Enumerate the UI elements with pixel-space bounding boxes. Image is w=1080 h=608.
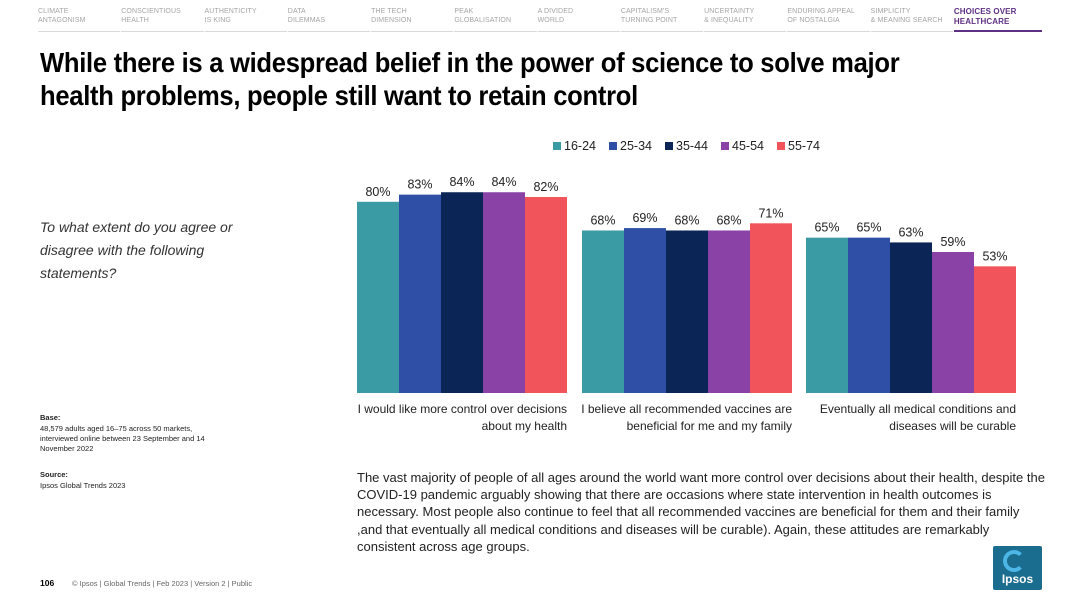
nav-item-label: WORLD — [537, 17, 565, 24]
nav-item-label: HEALTH — [121, 17, 149, 24]
nav-item-label: ENDURING APPEAL — [787, 8, 856, 15]
legend-swatch-55-74 — [777, 142, 785, 150]
bar-3-25-34 — [848, 237, 890, 393]
bar-chart: 16-24 25-34 35-44 45-54 55-74 80% 83% 84% 84% 82%… — [357, 139, 1016, 433]
nav-item-label: & INEQUALITY — [704, 17, 754, 24]
nav-item-label: PEAK — [454, 8, 474, 15]
nav-item-label: TURNING POINT — [620, 17, 678, 24]
nav-item-12[interactable]: CHOICES OVER HEALTHCARE — [953, 6, 1043, 32]
nav-item-label: DIMENSION — [371, 17, 412, 24]
category-label-3: diseases will be curable — [889, 419, 1016, 433]
bar-2-45-54 — [708, 230, 750, 393]
data-label-1-35-44: 84% — [449, 175, 474, 189]
data-label-3-45-54: 59% — [940, 235, 965, 249]
category-label-2: beneficial for me and my family — [627, 419, 792, 433]
source-text: Ipsos Global Trends 2023 — [40, 481, 126, 490]
data-label-2-25-34: 69% — [632, 211, 657, 225]
bar-1-35-44 — [441, 192, 483, 393]
nav-item-label: DILEMMAS — [287, 17, 326, 24]
category-label-3: Eventually all medical conditions and — [820, 402, 1016, 416]
nav-item-4[interactable]: DATA DILEMMAS — [287, 6, 371, 32]
nav-item-6[interactable]: PEAK GLOBALISATION — [454, 6, 537, 32]
nav-item-label: THE TECH — [371, 8, 407, 15]
legend-swatch-25-34 — [609, 142, 617, 150]
data-label-3-25-34: 65% — [856, 221, 881, 235]
bar-1-16-24 — [357, 201, 399, 393]
nav-item-label: CONSCIENTIOUS — [121, 8, 181, 15]
nav-item-3[interactable]: AUTHENTICITY IS KING — [204, 6, 287, 32]
page-number: 106 — [40, 578, 55, 588]
legend-swatch-16-24 — [553, 142, 561, 150]
data-label-3-16-24: 65% — [814, 221, 839, 235]
nav-item-label: OF NOSTALGIA — [787, 17, 840, 24]
source-label: Source: — [40, 470, 68, 479]
legend-label-45-54: 45-54 — [732, 139, 764, 153]
nav-item-label: & MEANING SEARCH — [870, 17, 943, 24]
nav-item-7[interactable]: A DIVIDED WORLD — [537, 6, 620, 32]
nav-item-8[interactable]: CAPITALISM'S TURNING POINT — [620, 6, 704, 32]
logo-swoosh-icon — [1003, 550, 1025, 572]
legend-swatch-45-54 — [721, 142, 729, 150]
bar-2-25-34 — [624, 228, 666, 393]
nav-item-label: CAPITALISM'S — [620, 8, 670, 15]
legend-label-25-34: 25-34 — [620, 139, 652, 153]
data-label-1-45-54: 84% — [491, 175, 516, 189]
data-label-3-35-44: 63% — [898, 225, 923, 239]
data-label-1-16-24: 80% — [365, 185, 390, 199]
legend-swatch-35-44 — [665, 142, 673, 150]
footer-text: © Ipsos | Global Trends | Feb 2023 | Ver… — [72, 579, 253, 588]
bar-2-55-74 — [750, 223, 792, 393]
top-navigation: CLIMATE ANTAGONISM CONSCIENTIOUS HEALTH AUTH… — [38, 6, 1043, 34]
nav-item-label: A DIVIDED — [537, 8, 574, 15]
nav-item-label: CLIMATE — [38, 8, 69, 15]
legend-label-35-44: 35-44 — [676, 139, 708, 153]
bar-3-45-54 — [932, 251, 974, 393]
base-text: 48,579 adults aged 16–75 across 50 marke… — [40, 424, 205, 453]
bar-1-55-74 — [525, 197, 567, 393]
base-label: Base: — [40, 413, 61, 422]
category-label-2: I believe all recommended vaccines are — [581, 402, 792, 416]
ipsos-logo: Ipsos — [993, 546, 1042, 590]
bar-2-35-44 — [666, 230, 708, 393]
data-label-1-55-74: 82% — [533, 180, 558, 194]
nav-item-label: HEALTHCARE — [953, 17, 1010, 26]
legend-label-55-74: 55-74 — [788, 139, 820, 153]
nav-item-9[interactable]: UNCERTAINTY & INEQUALITY — [704, 6, 787, 32]
nav-item-label: SIMPLICITY — [870, 8, 911, 15]
nav-item-2[interactable]: CONSCIENTIOUS HEALTH — [121, 6, 204, 32]
nav-item-1[interactable]: CLIMATE ANTAGONISM — [38, 6, 121, 32]
nav-item-11[interactable]: SIMPLICITY & MEANING SEARCH — [870, 6, 953, 32]
page-title: While there is a widespread belief in th… — [40, 47, 900, 111]
category-label-1: about my health — [482, 419, 567, 433]
bar-3-35-44 — [890, 242, 932, 393]
nav-item-label: GLOBALISATION — [454, 17, 512, 24]
nav-item-label: DATA — [287, 8, 306, 15]
data-label-2-35-44: 68% — [674, 213, 699, 227]
category-label-1: I would like more control over decisions — [358, 402, 567, 416]
description-text: The vast majority of people of all ages … — [357, 470, 1045, 554]
bar-1-25-34 — [399, 194, 441, 393]
bar-3-16-24 — [806, 237, 848, 393]
data-label-2-55-74: 71% — [758, 206, 783, 220]
data-label-1-25-34: 83% — [407, 178, 432, 192]
bar-1-45-54 — [483, 192, 525, 393]
nav-item-label: AUTHENTICITY — [204, 8, 257, 15]
nav-item-label: IS KING — [204, 17, 231, 24]
bar-2-16-24 — [582, 230, 624, 393]
logo-text: Ipsos — [1001, 572, 1034, 586]
bar-3-55-74 — [974, 266, 1016, 393]
data-label-2-16-24: 68% — [590, 213, 615, 227]
data-label-3-55-74: 53% — [982, 249, 1007, 263]
nav-item-10[interactable]: ENDURING APPEAL OF NOSTALGIA — [787, 6, 870, 32]
nav-item-5[interactable]: THE TECH DIMENSION — [371, 6, 454, 32]
legend-label-16-24: 16-24 — [564, 139, 596, 153]
data-label-2-45-54: 68% — [716, 213, 741, 227]
nav-item-label: UNCERTAINTY — [704, 8, 755, 15]
nav-item-label: CHOICES OVER — [953, 7, 1017, 16]
survey-question: To what extent do you agree or disagree … — [40, 219, 233, 281]
nav-item-label: ANTAGONISM — [38, 17, 86, 24]
